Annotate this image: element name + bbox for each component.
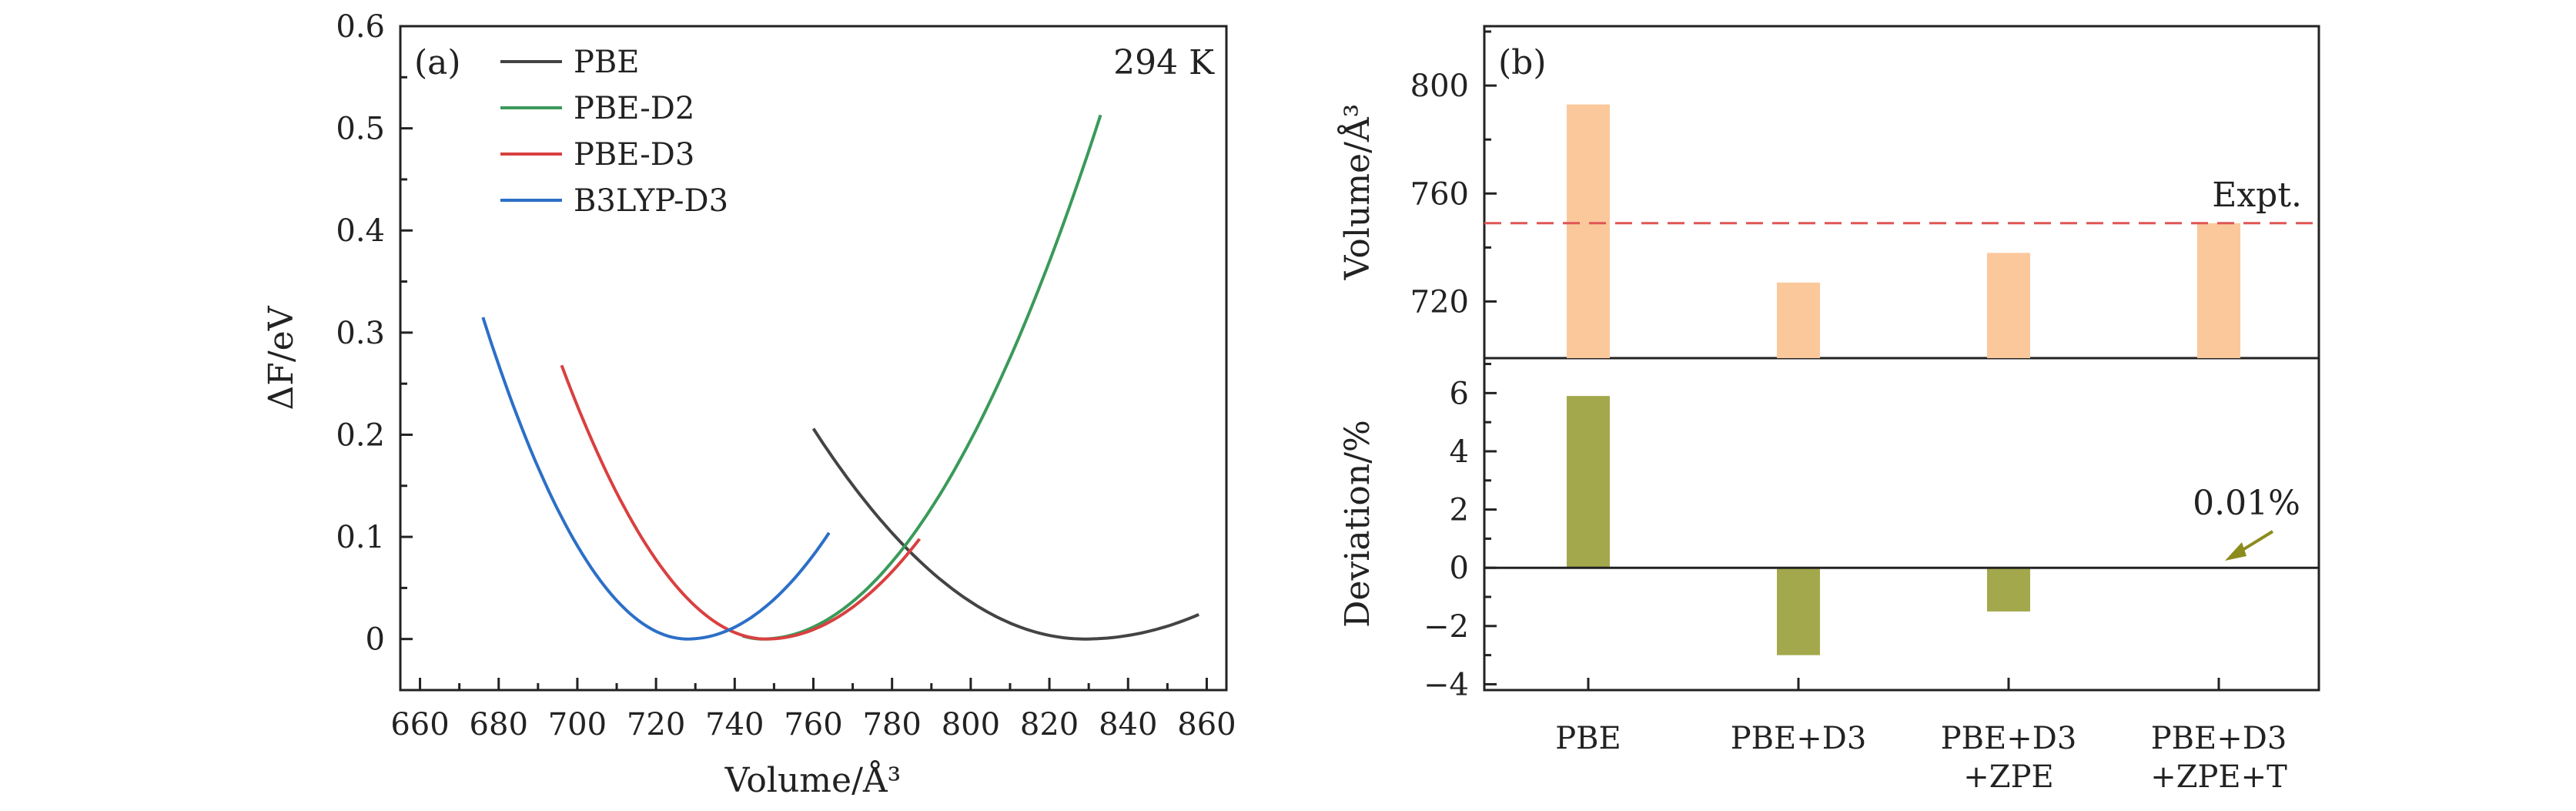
x-tick-label: 660 (390, 707, 449, 742)
deviation-y-tick-label: 0 (1450, 551, 1469, 586)
panel-a-y-axis-label: ΔF/eV (262, 305, 301, 410)
legend-label-b3lyp-d3: B3LYP-D3 (574, 183, 728, 219)
deviation-annotation: 0.01% (2193, 484, 2300, 523)
y-tick-label: 0.4 (336, 213, 385, 249)
deviation-bar-1 (1777, 568, 1820, 655)
volume-y-axis-label: Volume/Å³ (1337, 104, 1377, 281)
volume-y-tick-label: 760 (1410, 176, 1469, 212)
curve-pbe (811, 427, 1199, 641)
x-tick-label: 740 (705, 707, 764, 742)
volume-bar-2 (1987, 253, 2030, 358)
temperature-annotation: 294 K (1113, 43, 1215, 82)
panel-a-curves (481, 114, 1199, 641)
volume-bar-3 (2197, 223, 2240, 358)
deviation-bar-2 (1987, 568, 2030, 612)
y-tick-label: 0.6 (336, 9, 385, 45)
legend-label-pbe-d2: PBE-D2 (574, 91, 694, 126)
deviation-y-tick-label: 2 (1450, 493, 1469, 528)
panel-b-deviation-bars (1484, 396, 2319, 655)
category-label: PBE (1555, 721, 1621, 756)
y-tick-label: 0.2 (336, 417, 385, 453)
x-tick-label: 760 (784, 707, 842, 742)
volume-y-tick-label: 800 (1410, 69, 1469, 104)
category-label: PBE+D3 (2151, 721, 2287, 756)
panel-a-y-ticks: 0 0.1 0.2 0.3 0.4 0.5 0.6 (336, 9, 413, 658)
category-label: +ZPE+T (2150, 759, 2287, 795)
volume-bar-1 (1777, 282, 1820, 358)
legend-label-pbe: PBE (574, 45, 640, 80)
volume-bar-0 (1567, 104, 1610, 358)
deviation-y-tick-label: −4 (1423, 667, 1469, 702)
deviation-y-tick-label: 4 (1450, 434, 1469, 470)
panel-b-bar-chart: 720 760 800 −4 −2 0 2 4 6 (b) Expt. 0.01% Volume… (1337, 25, 2320, 795)
x-tick-label: 780 (863, 707, 922, 742)
deviation-y-tick-label: 6 (1450, 376, 1469, 411)
y-tick-label: 0.3 (336, 316, 385, 351)
panel-a-frame (399, 25, 1228, 692)
curve-b3lyp-d3 (481, 317, 831, 641)
x-tick-label: 860 (1177, 707, 1236, 742)
expt-label: Expt. (2212, 176, 2302, 215)
panel-b-label: (b) (1498, 43, 1547, 82)
category-label: PBE+D3 (1941, 721, 2077, 756)
y-tick-label: 0.1 (336, 520, 385, 555)
x-tick-label: 720 (627, 707, 685, 742)
x-tick-label: 820 (1020, 707, 1079, 742)
category-label: +ZPE (1963, 759, 2053, 795)
y-tick-label: 0 (366, 622, 385, 658)
x-tick-label: 680 (470, 707, 528, 742)
deviation-y-axis-label: Deviation/% (1338, 420, 1377, 628)
curve-pbe-d3 (560, 364, 922, 641)
panel-a-line-chart: 660 680 700 720 740 760 780 800 820 840 860 0 0.1 0.… (262, 9, 1236, 800)
curve-pbe-d2 (741, 114, 1102, 641)
annotation-arrow-head (2225, 542, 2246, 561)
category-label: PBE+D3 (1731, 721, 1867, 756)
panel-a-label: (a) (414, 43, 461, 82)
panel-a-x-ticks: 660 680 700 720 740 760 780 800 820 840 860 (390, 678, 1236, 742)
panel-b-volume-bars (1484, 104, 2319, 358)
deviation-y-tick-label: −2 (1423, 609, 1469, 645)
x-tick-label: 840 (1099, 707, 1157, 742)
x-tick-label: 700 (548, 707, 607, 742)
legend-label-pbe-d3: PBE-D3 (574, 137, 694, 173)
y-tick-label: 0.5 (336, 112, 385, 147)
deviation-bar-0 (1567, 396, 1610, 568)
x-tick-label: 800 (942, 707, 1000, 742)
panel-a-legend: PBE PBE-D2 PBE-D3 B3LYP-D3 (500, 45, 728, 219)
volume-y-tick-label: 720 (1410, 284, 1469, 320)
panel-b-axes: 720 760 800 −4 −2 0 2 4 6 (1410, 30, 2220, 702)
panel-a-x-axis-label: Volume/Å³ (724, 759, 902, 800)
